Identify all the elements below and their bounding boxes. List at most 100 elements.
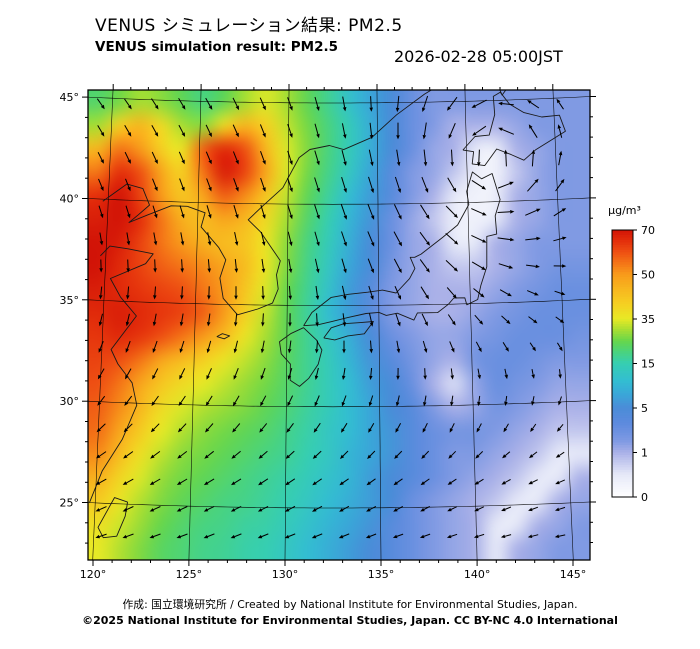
- wind-arrow: [288, 422, 294, 430]
- wind-arrow-head: [556, 427, 561, 432]
- wind-arrow: [259, 124, 265, 134]
- wind-arrow: [287, 231, 292, 243]
- wind-arrow-head: [425, 214, 430, 220]
- colorbar-slice: [612, 452, 633, 456]
- graticule: [88, 90, 590, 560]
- wind-arrow-head: [340, 454, 345, 459]
- wind-arrow-head: [231, 481, 236, 486]
- wind-arrow: [531, 153, 534, 167]
- wind-arrow: [445, 205, 456, 216]
- wind-arrow-head: [535, 264, 540, 269]
- wind-arrow: [471, 208, 484, 215]
- wind-arrow: [447, 177, 455, 189]
- wind-arrow: [341, 149, 346, 162]
- wind-arrow: [234, 423, 241, 430]
- wind-arrow-head: [181, 105, 186, 110]
- timestamp: 2026-02-28 05:00JST: [394, 47, 563, 66]
- wind-arrow-head: [125, 348, 129, 353]
- wind-arrow-head: [557, 124, 562, 129]
- wind-arrow: [207, 505, 215, 511]
- wind-arrow-head: [126, 295, 130, 300]
- wind-arrow: [342, 422, 348, 430]
- wind-arrow: [369, 533, 377, 537]
- wind-arrow-head: [316, 133, 320, 139]
- wind-arrow: [530, 127, 538, 138]
- wind-arrow-head: [289, 160, 293, 166]
- wind-arrow-head: [152, 321, 157, 327]
- wind-arrow: [343, 367, 346, 376]
- wind-arrow-head: [289, 187, 293, 193]
- wind-arrow: [180, 506, 188, 511]
- wind-arrow: [367, 203, 373, 217]
- wind-arrow-head: [234, 322, 238, 327]
- wind-arrow-head: [558, 374, 562, 379]
- wind-arrow-head: [232, 401, 237, 407]
- wind-arrow-head: [473, 534, 479, 539]
- wind-arrow-head: [365, 534, 371, 539]
- colorbar-slice: [612, 365, 633, 370]
- wind-arrow: [367, 258, 373, 270]
- wind-arrow-head: [370, 268, 374, 274]
- wind-arrow-head: [177, 428, 183, 433]
- wind-arrow: [234, 505, 242, 511]
- wind-arrow: [180, 340, 185, 350]
- wind-arrow: [341, 285, 346, 297]
- wind-arrow: [451, 149, 453, 163]
- wind-arrow: [341, 176, 346, 190]
- wind-arrow-head: [206, 322, 211, 327]
- wind-arrow: [421, 176, 428, 190]
- colorbar-slice: [612, 375, 633, 379]
- wind-arrow-head: [149, 508, 155, 512]
- wind-arrow-head: [260, 348, 265, 354]
- wind-arrow: [153, 450, 161, 457]
- colorbar-slice: [612, 264, 633, 268]
- colorbar-slice: [612, 390, 633, 394]
- coastline-path: [462, 91, 566, 167]
- coastline-path: [279, 327, 323, 387]
- wind-arrow-head: [452, 187, 457, 193]
- wind-arrow-head: [149, 481, 155, 485]
- wind-arrow-head: [531, 149, 536, 154]
- wind-arrow-head: [207, 268, 211, 273]
- wind-arrow: [451, 395, 454, 403]
- wind-arrow: [99, 368, 105, 376]
- wind-arrow: [396, 149, 400, 163]
- wind-arrow: [287, 204, 292, 216]
- wind-arrow: [501, 315, 508, 322]
- credit-line: 作成: 国立環境研究所 / Created by National Instit…: [122, 598, 578, 611]
- wind-arrow-head: [179, 348, 184, 353]
- wind-arrow-head: [154, 132, 159, 137]
- colorbar-slice: [612, 336, 633, 340]
- wind-arrow: [207, 340, 212, 350]
- colorbar-slice: [612, 459, 633, 463]
- coastline-path: [102, 183, 188, 223]
- colorbar-slice: [612, 492, 633, 496]
- wind-arrow: [559, 423, 564, 429]
- colorbar-slice: [612, 410, 633, 414]
- wind-arrow-head: [100, 213, 104, 219]
- wind-arrow-head: [181, 132, 186, 137]
- wind-arrow-head: [203, 481, 209, 486]
- colorbar-slice: [612, 380, 633, 384]
- wind-arrow-head: [423, 375, 427, 380]
- wind-arrow: [153, 232, 156, 242]
- colorbar-slice: [612, 239, 633, 243]
- axis-labels: 120° 125° 130° 135° 140° 145° 25° 30° 35° 40° 45°: [60, 91, 587, 581]
- wind-arrow-head: [477, 374, 481, 380]
- wind-arrow: [126, 478, 134, 484]
- wind-arrow-head: [181, 186, 185, 192]
- wind-arrow: [531, 534, 539, 537]
- wind-arrow: [558, 506, 566, 510]
- wind-arrow: [207, 368, 212, 377]
- wind-arrow: [126, 340, 131, 350]
- wind-arrow-head: [481, 185, 487, 190]
- wind-arrow: [288, 367, 293, 377]
- wind-arrow: [342, 313, 345, 323]
- wind-arrow: [497, 183, 511, 189]
- wind-arrow: [369, 478, 376, 484]
- colorbar-slice: [612, 358, 633, 362]
- wind-arrow: [314, 177, 319, 189]
- colorbar-slice: [612, 400, 633, 404]
- wind-arrow: [499, 289, 509, 295]
- colorbar-slice: [612, 230, 633, 234]
